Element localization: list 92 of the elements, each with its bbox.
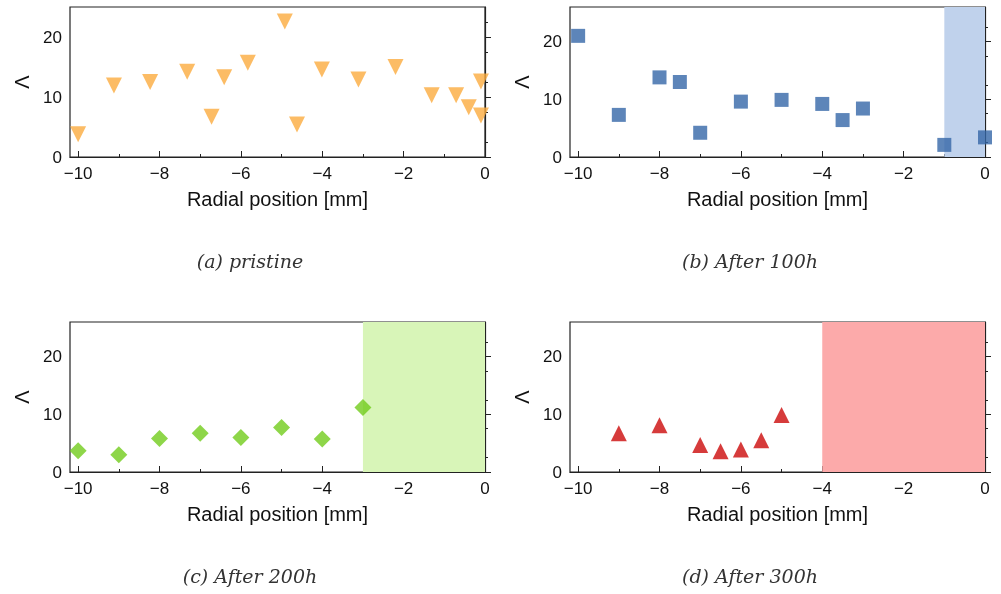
y-tick-label: 20: [543, 347, 562, 367]
point: [276, 13, 293, 30]
x-tick-label: −6: [731, 164, 751, 183]
y-tick-label: 20: [43, 27, 62, 47]
x-tick-label: −2: [893, 164, 914, 183]
point: [151, 430, 169, 448]
x-tick-label: −2: [893, 479, 914, 498]
x-tick-label: −4: [812, 479, 832, 498]
point: [354, 398, 372, 416]
x-tick-label: −4: [312, 479, 332, 498]
x-tick-label: −6: [231, 164, 251, 183]
point: [693, 125, 708, 140]
point: [142, 74, 159, 90]
point: [732, 441, 749, 458]
point: [651, 417, 668, 434]
point: [448, 87, 465, 104]
point: [652, 70, 667, 85]
y-tick-label: 0: [552, 147, 562, 167]
x-axis-title: Radial position [mm]: [186, 188, 369, 210]
text: (a) pristine: [195, 250, 305, 272]
point: [692, 436, 709, 453]
point: [472, 107, 489, 124]
text: (d) After 300h: [681, 565, 819, 587]
x-tick-label: −8: [149, 479, 170, 498]
point: [216, 69, 233, 86]
y-tick-label: 10: [543, 404, 562, 424]
x-tick-label: −6: [231, 479, 251, 498]
x-tick-label: −10: [563, 164, 593, 183]
point: [239, 54, 256, 71]
point: [69, 442, 87, 460]
x-tick-label: 0: [980, 164, 990, 183]
point: [273, 419, 291, 437]
x-tick-label: −10: [63, 164, 93, 183]
point: [179, 63, 196, 80]
point: [571, 28, 586, 43]
y-tick-label: 0: [552, 462, 562, 482]
text: (b) After 100h: [681, 250, 819, 272]
y-tick-label: 10: [543, 89, 562, 109]
x-tick-label: −10: [63, 479, 93, 498]
point: [610, 425, 627, 442]
y-tick-label: 0: [52, 462, 62, 482]
point: [835, 113, 850, 128]
point: [978, 130, 992, 145]
point: [232, 428, 250, 446]
y-tick-label: 0: [52, 147, 62, 167]
x-tick-label: 0: [480, 479, 490, 498]
y-tick-label: 20: [43, 347, 62, 367]
y-axis-title: Λ: [11, 74, 33, 89]
y-axis-title: Λ: [511, 74, 533, 89]
point: [937, 137, 952, 152]
point: [313, 430, 331, 448]
point: [712, 443, 729, 460]
point: [313, 61, 330, 78]
x-axis-title: Radial position [mm]: [686, 188, 869, 210]
point: [203, 108, 220, 125]
point: [70, 126, 87, 143]
x-tick-label: −8: [149, 164, 170, 183]
x-tick-label: −6: [731, 479, 751, 498]
point: [460, 99, 477, 116]
y-axis-title: Λ: [511, 389, 533, 404]
y-tick-label: 10: [43, 404, 62, 424]
point: [423, 87, 440, 104]
x-tick-label: −4: [812, 164, 832, 183]
point: [289, 116, 306, 133]
x-tick-label: −2: [393, 164, 414, 183]
y-tick-label: 10: [43, 87, 62, 107]
x-tick-label: −8: [649, 479, 670, 498]
point: [672, 75, 687, 89]
x-tick-label: 0: [980, 479, 990, 498]
point: [774, 92, 789, 107]
point: [110, 446, 128, 464]
point: [611, 107, 626, 122]
x-axis-title: Radial position [mm]: [186, 503, 369, 525]
x-tick-label: −8: [649, 164, 670, 183]
x-tick-label: 0: [480, 164, 490, 183]
point: [815, 96, 830, 111]
x-axis-title: Radial position [mm]: [686, 503, 869, 525]
point: [350, 71, 367, 88]
point: [733, 94, 748, 109]
x-tick-label: −4: [312, 164, 332, 183]
point: [855, 101, 870, 116]
point: [753, 432, 770, 449]
point: [773, 406, 790, 423]
text: (c) After 200h: [181, 565, 319, 587]
point: [191, 424, 209, 442]
y-tick-label: 20: [543, 32, 562, 52]
point: [472, 73, 489, 90]
x-tick-label: −10: [563, 479, 593, 498]
point: [387, 59, 404, 75]
x-tick-label: −2: [393, 479, 414, 498]
y-axis-title: Λ: [11, 389, 33, 404]
point: [105, 77, 122, 94]
